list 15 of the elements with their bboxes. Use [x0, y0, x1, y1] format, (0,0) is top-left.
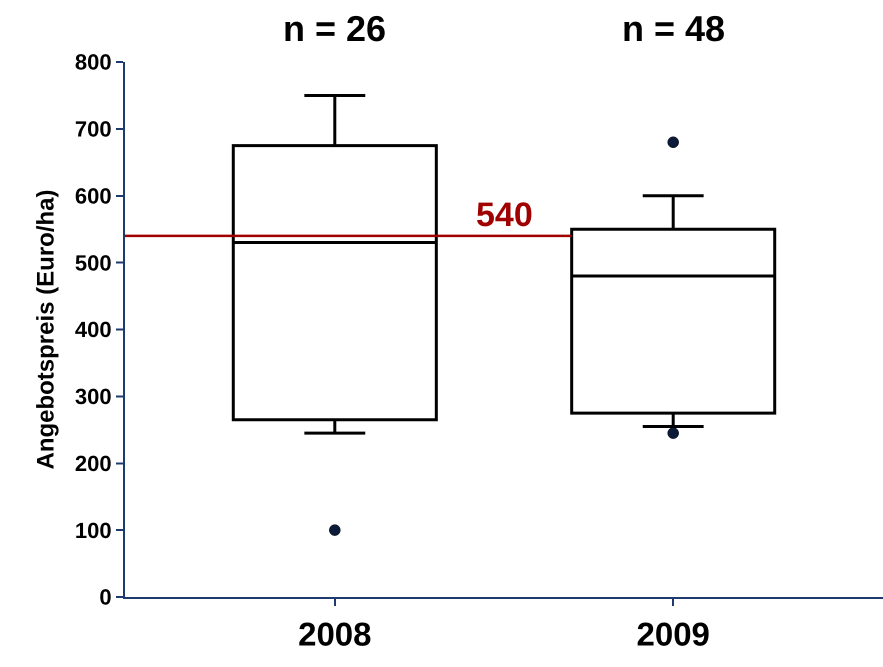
y-tick-label: 400	[74, 317, 112, 342]
y-tick-label: 100	[74, 518, 112, 543]
y-tick-label: 200	[74, 450, 112, 476]
text: n = 26	[283, 8, 386, 49]
y-tick-label: 800	[74, 50, 112, 75]
y-tick-label: 600	[74, 183, 112, 208]
ref-line-label: 540	[476, 196, 533, 234]
x-tick-label: 2009	[636, 616, 710, 653]
y-tick-label: 300	[74, 384, 112, 410]
text: n = 48	[622, 8, 726, 49]
y-axis-title: Angebotspreis (Euro/ha)	[32, 189, 60, 470]
y-tick-label: 0	[99, 584, 112, 610]
y-tick-label: 700	[74, 116, 112, 142]
y-tick-label: 500	[74, 250, 112, 276]
x-tick-label: 2008	[298, 616, 372, 653]
